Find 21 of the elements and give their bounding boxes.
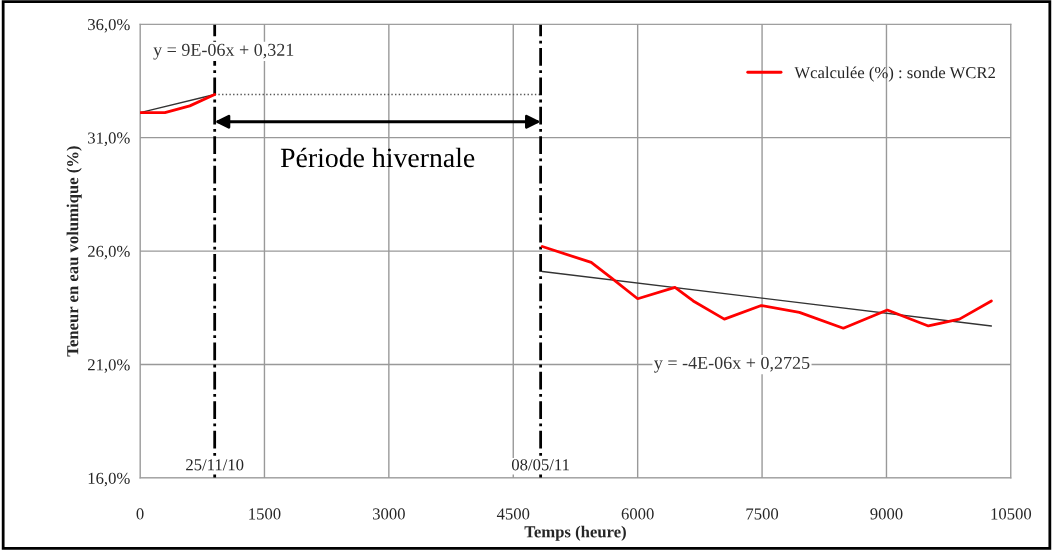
x-tick-label: 7500 [746, 508, 779, 520]
annotation: y = 9E-06x + 0,321 [153, 43, 294, 60]
y-tick-label: 36,0% [88, 18, 130, 33]
x-tick-label: 1500 [249, 508, 281, 520]
x-tick-label: 4500 [496, 508, 530, 520]
x-tick-label: 6000 [621, 508, 654, 520]
annotation: 08/05/11 [511, 459, 569, 471]
x-tick-label: 9000 [870, 508, 903, 520]
y-axis-title: Teneur en eau volumique (%) [66, 146, 82, 357]
x-tick-label: 3000 [372, 508, 405, 520]
y-tick-label: 26,0% [88, 245, 130, 260]
y-tick-label: 16,0% [88, 472, 130, 487]
y-tick-label: 31,0% [88, 132, 130, 146]
legend-label: Wcalculée (%) : sonde WCR2 [794, 66, 995, 82]
annotation: y = -4E-06x + 0,2725 [654, 356, 810, 373]
y-tick-label: 21,0% [88, 359, 130, 373]
x-tick-label: 0 [136, 508, 144, 520]
annotation: 25/11/10 [186, 459, 244, 471]
x-tick-label: 10500 [991, 508, 1032, 520]
x-axis-title: Temps (heure) [524, 525, 626, 541]
annotation: Période hivernale [280, 147, 475, 168]
